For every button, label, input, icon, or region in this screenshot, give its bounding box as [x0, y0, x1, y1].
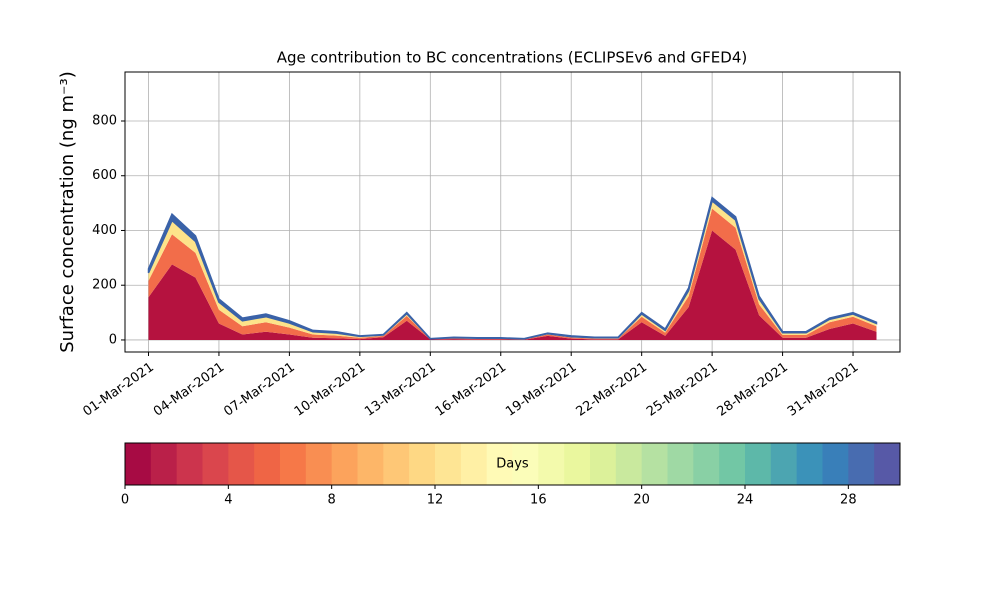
- colorbar-cell: [796, 443, 823, 485]
- colorbar-cell: [822, 443, 849, 485]
- colorbar-cell: [848, 443, 875, 485]
- colorbar-cell: [564, 443, 591, 485]
- y-tick-label: 400: [92, 223, 117, 238]
- colorbar-cell: [745, 443, 772, 485]
- y-tick-label: 0: [109, 332, 117, 347]
- colorbar-cell: [615, 443, 643, 485]
- colorbar-cell: [460, 443, 488, 485]
- x-tick-label: 10-Mar-2021: [292, 360, 368, 420]
- colorbar-cell: [331, 443, 358, 485]
- plot-frame: [124, 71, 901, 353]
- chart-title: Age contribution to BC concentrations (E…: [277, 49, 748, 67]
- colorbar-cell: [409, 443, 436, 485]
- colorbar-cell: [254, 443, 281, 485]
- colorbar-cell: [770, 443, 798, 485]
- x-tick-label: 31-Mar-2021: [785, 360, 861, 420]
- x-tick-label: 22-Mar-2021: [574, 360, 650, 420]
- colorbar-cell: [150, 443, 178, 485]
- colorbar-cell: [590, 443, 617, 485]
- colorbar-label: Days: [496, 457, 529, 472]
- colorbar-cell: [719, 443, 746, 485]
- y-tick-label: 600: [92, 168, 117, 183]
- colorbar-cell: [667, 443, 694, 485]
- x-tick-label: 16-Mar-2021: [433, 360, 509, 420]
- colorbar-cell: [693, 443, 720, 485]
- area-layer: [147, 196, 878, 340]
- colorbar-tick-label: 12: [427, 493, 444, 508]
- x-tick-label: 04-Mar-2021: [151, 360, 227, 420]
- colorbar-tick-label: 28: [840, 493, 857, 508]
- colorbar-cell: [305, 443, 333, 485]
- colorbar-tick-label: 8: [328, 493, 336, 508]
- x-tick-label: 07-Mar-2021: [221, 360, 297, 420]
- colorbar-cell: [383, 443, 410, 485]
- colorbar-cell: [125, 443, 152, 485]
- colorbar-frame: [124, 442, 901, 486]
- y-tick-label: 200: [92, 278, 117, 293]
- colorbar-cell: [435, 443, 462, 485]
- colorbar-cell: [641, 443, 668, 485]
- y-tick-label: 800: [92, 113, 117, 128]
- colorbar-cell: [176, 443, 203, 485]
- colorbar-tick-label: 16: [530, 493, 547, 508]
- colorbar-cell: [486, 443, 513, 485]
- colorbar-tick-label: 20: [633, 493, 650, 508]
- colorbar-cell: [512, 443, 539, 485]
- y-axis-label: Surface concentration (ng m⁻³): [57, 71, 78, 353]
- colorbar-cell: [280, 443, 307, 485]
- colorbar-cell: [202, 443, 229, 485]
- area-layer: [148, 230, 877, 340]
- x-tick-label: 19-Mar-2021: [503, 360, 579, 420]
- colorbar-tick-label: 0: [121, 493, 129, 508]
- x-tick-label: 25-Mar-2021: [644, 360, 720, 420]
- x-tick-label: 28-Mar-2021: [715, 360, 791, 420]
- colorbar-tick-label: 4: [224, 493, 232, 508]
- x-tick-label: 01-Mar-2021: [80, 360, 156, 420]
- colorbar-cell: [357, 443, 384, 485]
- colorbar-cell: [538, 443, 565, 485]
- colorbar-cell: [874, 443, 901, 485]
- colorbar-tick-label: 24: [737, 493, 754, 508]
- x-tick-label: 13-Mar-2021: [362, 360, 438, 420]
- colorbar-cell: [228, 443, 255, 485]
